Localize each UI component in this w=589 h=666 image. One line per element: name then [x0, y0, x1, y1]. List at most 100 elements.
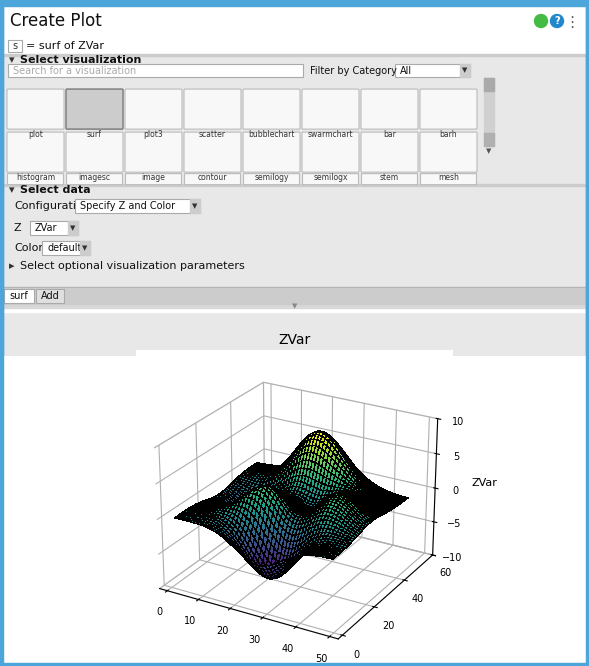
Text: image: image — [141, 173, 166, 182]
Text: ▾: ▾ — [9, 185, 15, 195]
Bar — [484, 133, 494, 146]
Text: ▼: ▼ — [487, 148, 492, 154]
Text: mesh: mesh — [438, 173, 459, 182]
Bar — [460, 64, 470, 77]
Bar — [68, 221, 78, 235]
FancyBboxPatch shape — [243, 132, 300, 172]
Bar — [484, 78, 494, 146]
Text: histogram: histogram — [16, 173, 55, 182]
FancyBboxPatch shape — [67, 174, 123, 184]
Text: semilogy: semilogy — [254, 173, 289, 182]
Text: imagesc: imagesc — [78, 173, 111, 182]
FancyBboxPatch shape — [184, 132, 241, 172]
Text: ?: ? — [554, 16, 560, 26]
FancyBboxPatch shape — [42, 241, 90, 255]
Bar — [3, 288, 586, 304]
Text: bubblechart: bubblechart — [248, 130, 294, 139]
Text: ⋮: ⋮ — [564, 15, 580, 29]
Text: ▼: ▼ — [193, 203, 198, 209]
Bar — [3, 287, 586, 288]
Text: swarmchart: swarmchart — [307, 130, 353, 139]
Text: surf: surf — [9, 291, 28, 301]
Text: Configuration: Configuration — [14, 201, 90, 211]
Text: = surf of ZVar: = surf of ZVar — [26, 41, 104, 51]
FancyBboxPatch shape — [243, 174, 299, 184]
Bar — [586, 0, 589, 356]
Bar — [80, 241, 90, 255]
FancyBboxPatch shape — [8, 40, 22, 52]
FancyBboxPatch shape — [302, 132, 359, 172]
Text: ZVar: ZVar — [35, 223, 58, 233]
Text: semilogx: semilogx — [313, 173, 348, 182]
FancyBboxPatch shape — [66, 89, 123, 129]
Bar — [0, 304, 589, 312]
Text: Select data: Select data — [20, 185, 91, 195]
Bar — [3, 304, 586, 308]
Bar — [3, 184, 586, 186]
Bar — [484, 78, 494, 91]
Bar — [190, 199, 200, 213]
Bar — [3, 6, 586, 36]
FancyBboxPatch shape — [7, 132, 64, 172]
Bar — [3, 56, 586, 176]
FancyBboxPatch shape — [420, 132, 477, 172]
FancyBboxPatch shape — [30, 221, 78, 235]
Text: contour: contour — [198, 173, 227, 182]
Text: scatter: scatter — [199, 130, 226, 139]
Circle shape — [534, 15, 548, 27]
FancyBboxPatch shape — [125, 132, 182, 172]
Bar — [3, 36, 586, 54]
Text: Z: Z — [14, 223, 22, 233]
Text: All: All — [400, 65, 412, 75]
Text: Add: Add — [41, 291, 59, 301]
Circle shape — [551, 15, 564, 27]
Text: default: default — [47, 243, 81, 253]
Text: Specify Z and Color: Specify Z and Color — [80, 201, 175, 211]
FancyBboxPatch shape — [243, 89, 300, 129]
Text: Filter by Category: Filter by Category — [310, 65, 397, 75]
FancyBboxPatch shape — [361, 89, 418, 129]
Text: Color: Color — [14, 243, 43, 253]
Bar — [3, 186, 586, 304]
Text: ▼: ▼ — [462, 67, 468, 73]
Text: Search for a visualization: Search for a visualization — [13, 65, 136, 75]
Text: ▸: ▸ — [9, 261, 15, 271]
Text: ▼: ▼ — [70, 225, 76, 231]
Text: ▼: ▼ — [292, 303, 297, 309]
FancyBboxPatch shape — [8, 174, 64, 184]
Text: ▼: ▼ — [82, 245, 88, 251]
FancyBboxPatch shape — [303, 174, 359, 184]
FancyBboxPatch shape — [361, 132, 418, 172]
Text: Select visualization: Select visualization — [20, 55, 141, 65]
FancyBboxPatch shape — [75, 199, 200, 213]
Text: Create Plot: Create Plot — [10, 12, 102, 30]
FancyBboxPatch shape — [302, 89, 359, 129]
FancyBboxPatch shape — [421, 174, 477, 184]
Text: plot: plot — [28, 130, 43, 139]
FancyBboxPatch shape — [7, 89, 64, 129]
Bar — [0, 0, 589, 6]
Text: ▾: ▾ — [9, 55, 15, 65]
Text: Select optional visualization parameters: Select optional visualization parameters — [20, 261, 245, 271]
Text: stem: stem — [380, 173, 399, 182]
Text: bar: bar — [383, 130, 396, 139]
Text: plot3: plot3 — [144, 130, 163, 139]
Text: s: s — [12, 41, 18, 51]
FancyBboxPatch shape — [36, 289, 64, 303]
FancyBboxPatch shape — [184, 174, 240, 184]
FancyBboxPatch shape — [125, 174, 181, 184]
Bar — [0, 0, 3, 356]
FancyBboxPatch shape — [125, 89, 182, 129]
Text: surf: surf — [87, 130, 102, 139]
FancyBboxPatch shape — [184, 89, 241, 129]
Title: ZVar: ZVar — [279, 333, 310, 347]
FancyBboxPatch shape — [8, 64, 303, 77]
FancyBboxPatch shape — [66, 132, 123, 172]
FancyBboxPatch shape — [362, 174, 418, 184]
FancyBboxPatch shape — [4, 289, 34, 303]
FancyBboxPatch shape — [420, 89, 477, 129]
Bar — [3, 54, 586, 56]
Text: barh: barh — [439, 130, 457, 139]
FancyBboxPatch shape — [395, 64, 470, 77]
Bar — [3, 56, 586, 356]
